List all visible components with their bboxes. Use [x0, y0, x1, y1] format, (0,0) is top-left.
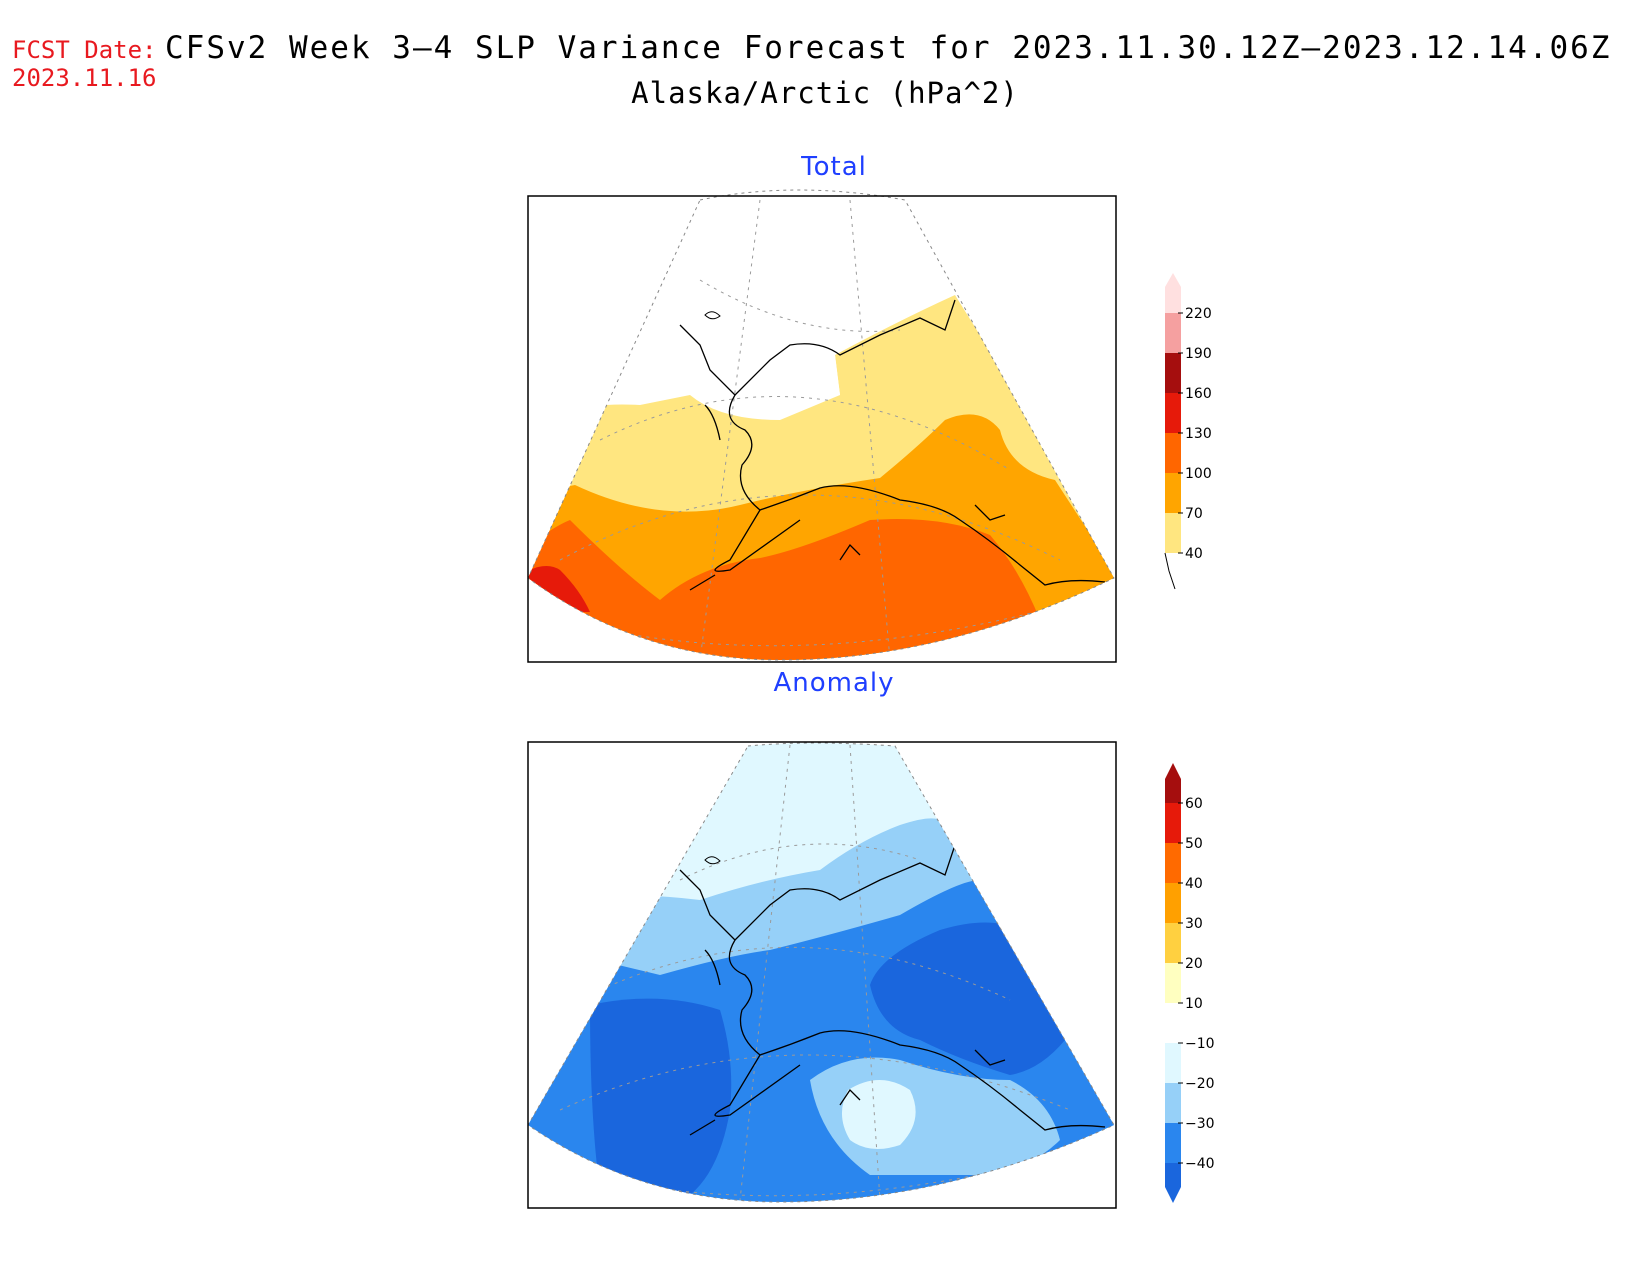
- colorbar-anomaly-segment: [1165, 843, 1181, 883]
- colorbar-total-segment: [1165, 273, 1181, 313]
- colorbar-anomaly-segment: [1165, 883, 1181, 923]
- total-map: [527, 189, 1117, 663]
- colorbar-anomaly: −40 −30 −20 −10 10 20 30 40 50 60: [1165, 763, 1215, 1203]
- colorbar-anomaly-segment: [1165, 1123, 1181, 1163]
- colorbar-anomaly-segment: [1165, 1083, 1181, 1123]
- colorbar-anomaly-segment: [1165, 963, 1181, 1003]
- colorbar-anomaly-label: 30: [1185, 916, 1203, 932]
- forecast-date-value: 2023.11.16: [12, 64, 157, 92]
- colorbar-total-label: 40: [1185, 546, 1203, 562]
- forecast-date-label: FCST Date:: [12, 36, 157, 64]
- figure-title: CFSv2 Week 3–4 SLP Variance Forecast for…: [165, 30, 1612, 66]
- colorbar-total-segment: [1165, 313, 1181, 353]
- colorbar-anomaly-label: −10: [1185, 1036, 1215, 1052]
- colorbar-total-segment: [1165, 353, 1181, 393]
- colorbar-anomaly-segment: [1165, 923, 1181, 963]
- colorbar-total-segment: [1165, 513, 1181, 553]
- colorbar-anomaly-segment: [1165, 1003, 1181, 1043]
- colorbar-total-lower-end: [1164, 552, 1176, 590]
- total-map-frame: [527, 195, 1117, 663]
- contour-below-40-east: [870, 922, 1065, 1075]
- colorbar-anomaly-label: −30: [1185, 1116, 1215, 1132]
- colorbar-anomaly-segment: [1165, 763, 1181, 803]
- colorbar-total-segment: [1165, 433, 1181, 473]
- colorbar-total-label: 190: [1185, 346, 1212, 362]
- figure-subtitle: Alaska/Arctic (hPa^2): [631, 76, 1019, 110]
- colorbar-total-segment: [1165, 393, 1181, 433]
- anomaly-map-frame: [527, 741, 1117, 1209]
- contour-below-40: [590, 998, 732, 1195]
- colorbar-total-label: 130: [1185, 426, 1212, 442]
- colorbar-total: 40 70 100 130 160 190 220: [1164, 273, 1212, 590]
- colorbar-anomaly-label: 10: [1185, 996, 1203, 1012]
- colorbar-anomaly-label: 50: [1185, 836, 1203, 852]
- colorbar-anomaly-segment: [1165, 803, 1181, 843]
- colorbar-total-label: 100: [1185, 466, 1212, 482]
- colorbar-anomaly-label: 60: [1185, 796, 1203, 812]
- colorbar-total-label: 70: [1185, 506, 1203, 522]
- panel-title-total: Total: [801, 152, 867, 182]
- panel-title-anomaly: Anomaly: [773, 668, 895, 698]
- colorbar-anomaly-label: −40: [1185, 1156, 1215, 1172]
- colorbar-anomaly-segment: [1165, 1043, 1181, 1083]
- forecast-date: FCST Date: 2023.11.16: [12, 36, 157, 92]
- colorbar-total-label: 220: [1185, 306, 1212, 322]
- colorbar-anomaly-label: 20: [1185, 956, 1203, 972]
- colorbar-anomaly-label: −20: [1185, 1076, 1215, 1092]
- anomaly-map: [527, 741, 1117, 1209]
- colorbar-anomaly-label: 40: [1185, 876, 1203, 892]
- colorbar-anomaly-segment: [1165, 1163, 1181, 1203]
- colorbar-total-segment: [1165, 473, 1181, 513]
- colorbar-total-label: 160: [1185, 386, 1212, 402]
